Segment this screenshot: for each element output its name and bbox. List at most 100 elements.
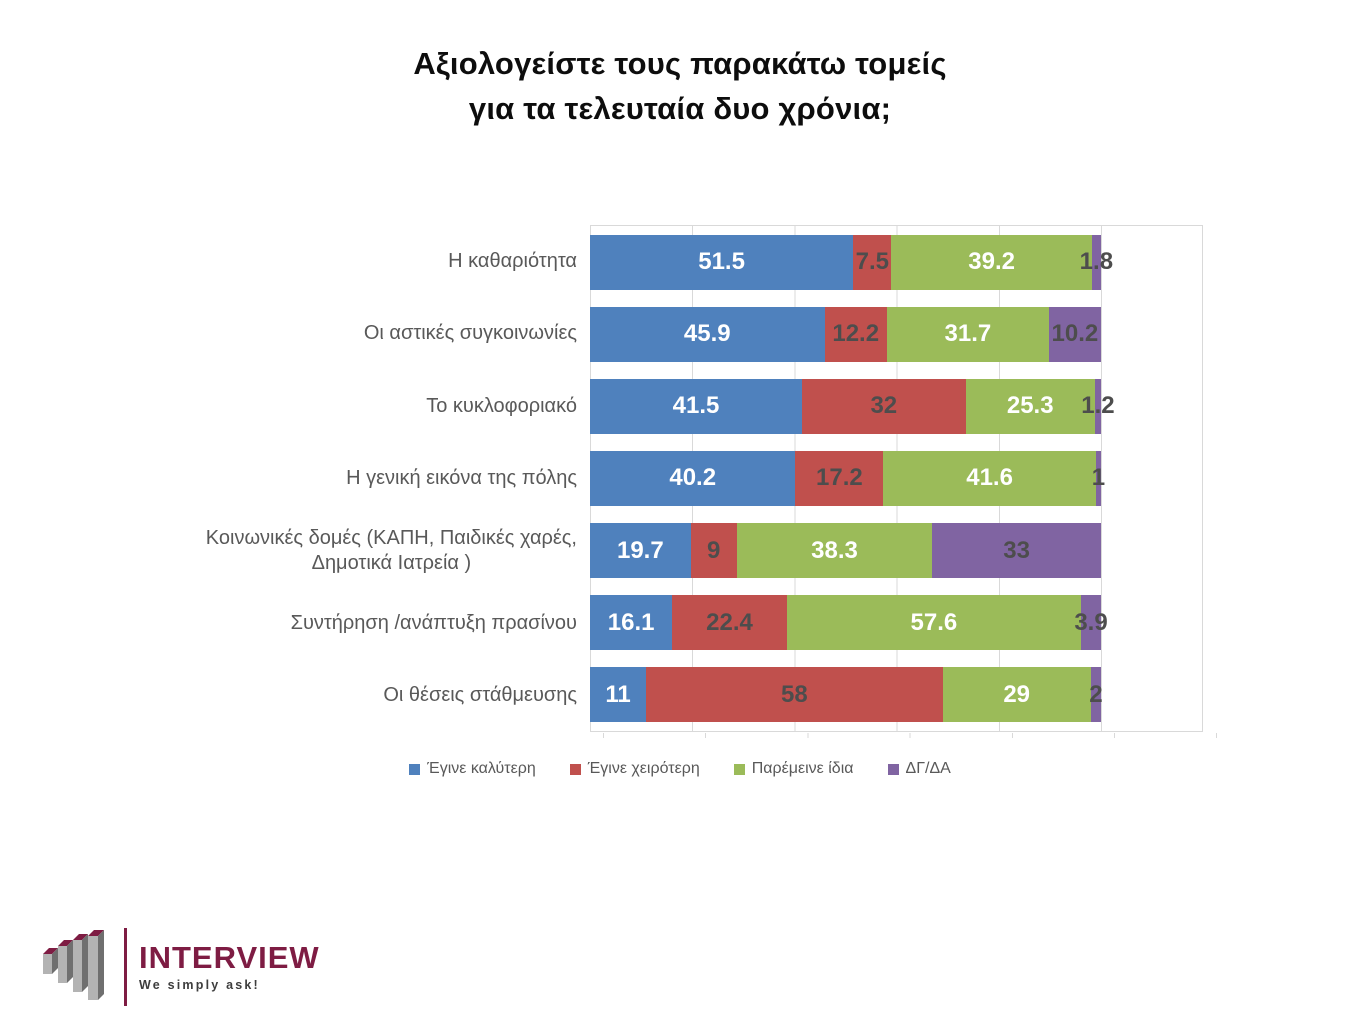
legend-swatch-icon — [569, 763, 581, 775]
bar-segment: 39.2 — [891, 234, 1092, 290]
bar-row: 16.1 22.4 57.6 3.9 — [590, 587, 1202, 659]
x-axis-ticks — [603, 733, 1217, 738]
bar-row: 40.2 17.2 41.6 1 — [590, 442, 1202, 514]
data-label: 9 — [706, 536, 721, 564]
plot-area: 51.5 7.5 39.2 1.8 45.9 12.2 31.7 10.2 41.5 32 25.3… — [590, 225, 1203, 732]
bar-segment: 2 — [1089, 667, 1103, 723]
data-label: 1 — [1091, 464, 1106, 492]
bar-segment: 25.3 — [965, 378, 1095, 434]
category-label: Το κυκλοφοριακό — [426, 394, 577, 417]
chart-legend: Έγινε καλύτερη Έγινε χειρότερη Παρέμεινε ί… — [0, 760, 1360, 778]
bar-segment: 17.2 — [795, 450, 884, 506]
bar-row: 45.9 12.2 31.7 10.2 — [590, 298, 1202, 370]
legend-item: Έγινε καλύτερη — [409, 760, 536, 778]
data-label: 32 — [870, 392, 898, 420]
bar-segment: 33 — [932, 523, 1101, 579]
data-label: 29 — [1003, 680, 1031, 708]
logo-divider — [124, 928, 127, 1006]
bar-segment: 31.7 — [886, 306, 1049, 362]
data-label: 41.5 — [672, 392, 720, 420]
stacked-bar: 19.7 9 38.3 33 — [590, 523, 1101, 579]
bar-segment: 1.2 — [1081, 378, 1115, 434]
data-label: 16.1 — [607, 608, 655, 636]
bar-segment: 41.5 — [590, 378, 803, 434]
brand-name: INTERVIEW — [139, 940, 320, 976]
legend-label: ΔΓ/ΔΑ — [905, 760, 951, 777]
stacked-bar: 40.2 17.2 41.6 1 — [590, 450, 1105, 506]
legend-item: Παρέμεινε ίδια — [733, 760, 854, 778]
category-label: Κοινωνικές δομές (ΚΑΠΗ, Παιδικές χαρές, … — [205, 526, 577, 574]
bar-segment: 12.2 — [824, 306, 887, 362]
data-label: 25.3 — [1006, 392, 1054, 420]
stacked-bar: 11 58 29 2 — [590, 667, 1103, 723]
bar-segment: 41.6 — [883, 450, 1096, 506]
bar-row: 51.5 7.5 39.2 1.8 — [590, 226, 1202, 298]
bar-segment: 45.9 — [590, 306, 825, 362]
bar-segment: 9 — [690, 523, 737, 579]
bar-chart-logo-icon — [43, 930, 104, 1000]
data-label: 1.2 — [1081, 392, 1115, 420]
bar-row: 41.5 32 25.3 1.2 — [590, 370, 1202, 442]
category-label: Η γενική εικόνα της πόλης — [346, 466, 577, 489]
bar-segment: 22.4 — [672, 595, 787, 651]
stacked-bar: 51.5 7.5 39.2 1.8 — [590, 234, 1113, 290]
data-label: 7.5 — [855, 248, 889, 276]
data-label: 1.8 — [1079, 248, 1114, 276]
legend-label: Παρέμεινε ίδια — [751, 760, 854, 777]
data-label: 17.2 — [816, 464, 863, 492]
data-label: 40.2 — [669, 464, 717, 492]
bar-segment: 38.3 — [736, 523, 933, 579]
data-label: 39.2 — [968, 248, 1015, 276]
bar-segment: 1.8 — [1080, 234, 1113, 290]
bar-segment: 40.2 — [590, 450, 796, 506]
data-label: 33 — [1003, 536, 1031, 564]
category-labels: Η καθαριότητα Οι αστικές συγκοινωνίες Το κ… — [130, 225, 590, 732]
bar-row: 11 58 29 2 — [590, 659, 1202, 731]
chart-title: Αξιολογείστε τους παρακάτω τομείς για τα… — [413, 46, 947, 126]
legend-item: Έγινε χειρότερη — [569, 760, 700, 778]
stacked-bar: 41.5 32 25.3 1.2 — [590, 378, 1115, 434]
bar-segment: 29 — [942, 667, 1091, 723]
legend-swatch-icon — [733, 763, 745, 775]
legend-item: ΔΓ/ΔΑ — [887, 760, 951, 778]
data-label: 38.3 — [811, 536, 858, 564]
legend-swatch-icon — [409, 763, 421, 775]
bar-segment: 10.2 — [1048, 306, 1101, 362]
category-label: Η καθαριότητα — [448, 249, 577, 272]
bar-segment: 58 — [646, 667, 943, 723]
bar-segment: 11 — [590, 667, 647, 723]
data-label: 19.7 — [616, 536, 664, 564]
data-label: 3.9 — [1074, 608, 1108, 636]
bar-segment: 51.5 — [590, 234, 854, 290]
data-label: 11 — [605, 680, 631, 708]
stacked-bar-chart: Η καθαριότητα Οι αστικές συγκοινωνίες Το κ… — [130, 225, 1203, 732]
category-label: Οι αστικές συγκοινωνίες — [363, 322, 577, 345]
bar-segment: 3.9 — [1074, 595, 1108, 651]
data-label: 12.2 — [832, 320, 880, 348]
bar-segment: 19.7 — [590, 523, 691, 579]
bar-segment: 57.6 — [786, 595, 1082, 651]
brand-tagline: We simply ask! — [139, 977, 260, 992]
bar-segment: 32 — [802, 378, 966, 434]
legend-label: Έγινε καλύτερη — [427, 760, 536, 777]
stacked-bar: 45.9 12.2 31.7 10.2 — [590, 306, 1101, 362]
company-logo: INTERVIEW We simply ask! — [42, 928, 320, 1006]
bar-row: 19.7 9 38.3 33 — [590, 515, 1202, 587]
data-label: 22.4 — [706, 608, 753, 636]
category-label: Συντήρηση /ανάπτυξη πρασίνου — [290, 611, 577, 634]
legend-label: Έγινε χειρότερη — [587, 760, 700, 777]
data-label: 45.9 — [683, 320, 731, 348]
data-label: 41.6 — [966, 464, 1013, 492]
bar-segment: 7.5 — [853, 234, 892, 290]
bar-segment: 1 — [1092, 450, 1105, 506]
legend-swatch-icon — [887, 763, 899, 775]
data-label: 57.6 — [910, 608, 958, 636]
data-label: 10.2 — [1051, 320, 1099, 348]
stacked-bar: 16.1 22.4 57.6 3.9 — [590, 595, 1108, 651]
data-label: 51.5 — [698, 248, 745, 276]
category-label: Οι θέσεις στάθμευσης — [383, 684, 577, 707]
data-label: 58 — [781, 680, 808, 708]
bar-segment: 16.1 — [590, 595, 673, 651]
data-label: 31.7 — [944, 320, 992, 348]
data-label: 2 — [1089, 680, 1103, 708]
